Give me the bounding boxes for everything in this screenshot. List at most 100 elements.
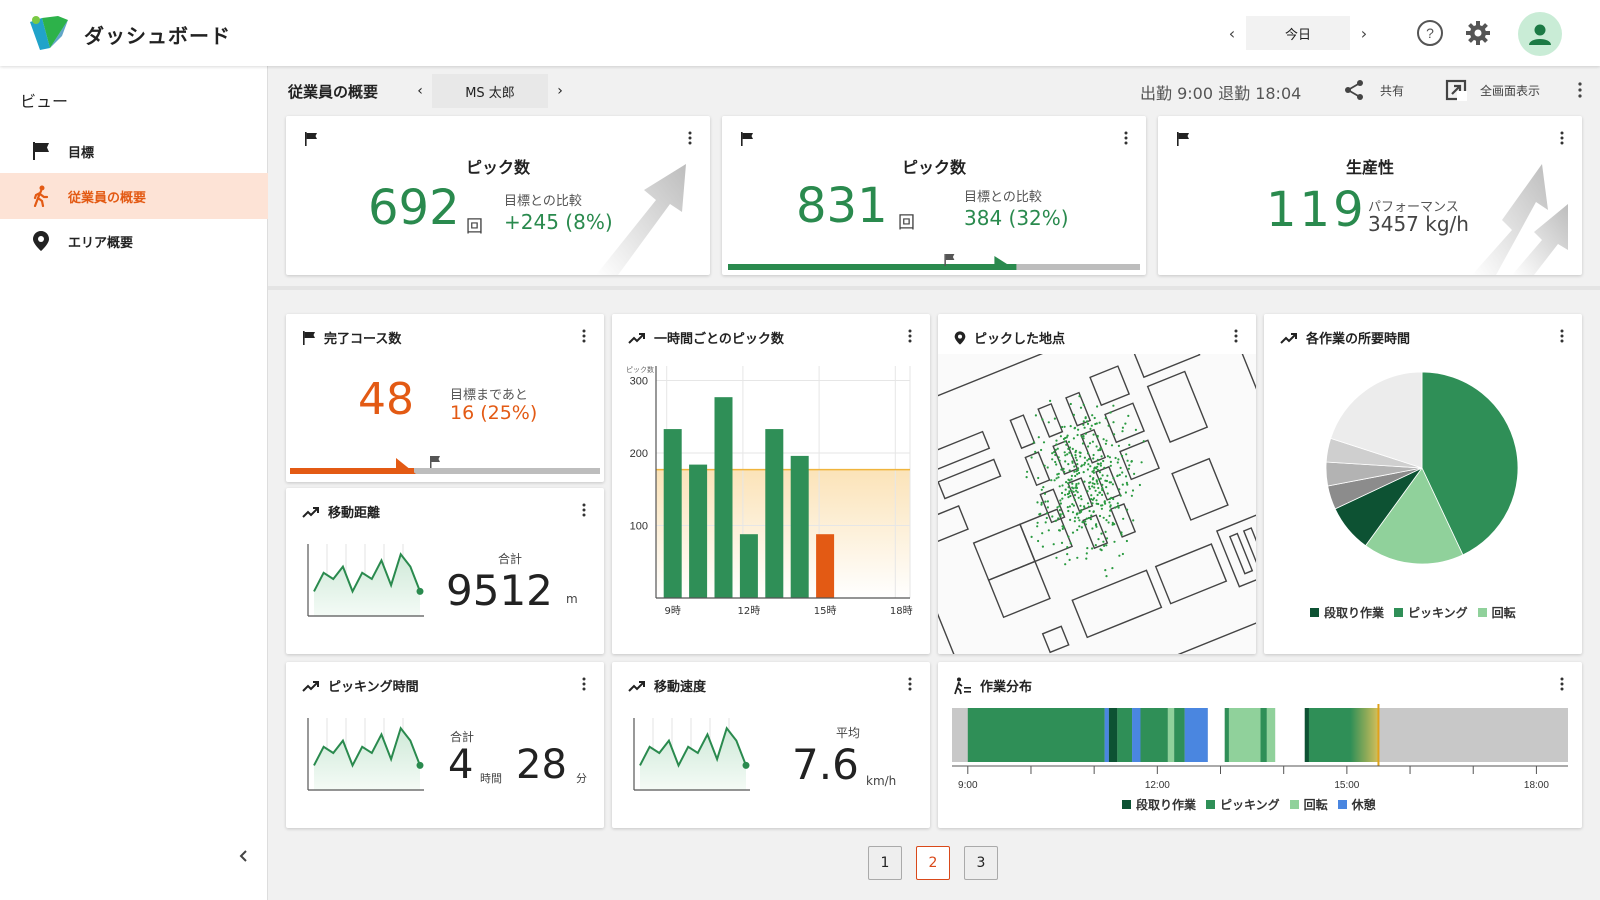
pick-point [1066, 506, 1069, 509]
collapse-sidebar-chevron-left-icon[interactable] [232, 844, 256, 868]
pick-point [1093, 486, 1096, 489]
timeline-segment [1140, 708, 1168, 762]
pick-locations-card: ピックした地点 [938, 314, 1256, 654]
fullscreen-button[interactable]: 全画面表示 [1444, 78, 1540, 102]
hourly-picks-card: 一時間ごとのピック数 100 200 300 ピック数 9時 12時 15時 18時 [612, 314, 930, 654]
bar [765, 429, 784, 598]
pick-point [1067, 440, 1071, 443]
card-menu-more-vert-icon[interactable] [902, 326, 918, 346]
page-button-1[interactable]: 1 [868, 846, 902, 880]
pick-point [1084, 523, 1087, 526]
sidebar-item-goals[interactable]: 目標 [0, 128, 268, 174]
pick-point [1121, 426, 1124, 429]
gear-icon[interactable] [1462, 17, 1494, 49]
warehouse-floor-map[interactable] [938, 354, 1256, 654]
pick-point [1126, 483, 1129, 486]
card-menu-more-vert-icon[interactable] [682, 128, 698, 148]
page-button-2[interactable]: 2 [916, 846, 950, 880]
user-avatar[interactable] [1518, 12, 1562, 56]
pick-point [1055, 477, 1058, 480]
kpi-unit: 回 [466, 217, 483, 237]
pick-point [1128, 464, 1131, 467]
card-menu-more-vert-icon[interactable] [576, 326, 592, 346]
pick-point [1090, 424, 1093, 427]
pick-point [1071, 511, 1075, 514]
share-button[interactable]: 共有 [1342, 78, 1404, 102]
pick-point [1071, 486, 1074, 489]
card-menu-more-vert-icon[interactable] [576, 674, 592, 694]
sidebar-item-employee-overview[interactable]: 従業員の概要 [0, 173, 268, 219]
legend-item: ピッキング [1394, 604, 1468, 621]
help-icon[interactable]: ? [1414, 17, 1446, 49]
pick-point [1101, 504, 1104, 507]
date-selector[interactable]: 今日 [1246, 16, 1350, 50]
card-menu-more-vert-icon[interactable] [1228, 326, 1244, 346]
walking-list-icon [954, 677, 971, 694]
pick-point [1088, 485, 1091, 488]
pick-point [1073, 494, 1077, 497]
pick-point [1128, 443, 1131, 446]
section-divider [268, 286, 1600, 290]
pick-point [1080, 526, 1083, 529]
more-vert-icon[interactable] [1570, 80, 1590, 100]
timeline-segment [1207, 708, 1225, 762]
pick-point [1124, 475, 1128, 478]
shift-times: 出勤 9:00 退勤 18:04 [1140, 84, 1302, 103]
share-label: 共有 [1380, 83, 1405, 98]
pick-point [1082, 437, 1085, 440]
pick-point [1040, 501, 1043, 504]
app-logo-icon[interactable] [28, 14, 70, 54]
timeline-segment [1266, 708, 1276, 762]
pick-point [1112, 404, 1115, 407]
card-menu-more-vert-icon[interactable] [1118, 128, 1134, 148]
card-title: ピッキング時間 [328, 680, 419, 695]
pick-point [1082, 423, 1085, 426]
next-employee-chevron-right-icon[interactable]: › [557, 83, 563, 99]
pick-point [1092, 457, 1095, 460]
pick-point [1086, 420, 1089, 423]
pick-point [1044, 500, 1047, 503]
card-title: 移動距離 [328, 506, 381, 521]
prev-employee-chevron-left-icon[interactable]: ‹ [417, 83, 423, 99]
card-menu-more-vert-icon[interactable] [1554, 674, 1570, 694]
card-title: 作業分布 [980, 680, 1033, 695]
pick-point [1085, 557, 1088, 560]
page-title: 従業員の概要 [288, 83, 379, 101]
pick-point [1074, 516, 1077, 519]
trend-arrow-up-icon [1472, 164, 1568, 275]
pick-point [1087, 457, 1091, 461]
pick-point [1040, 488, 1043, 491]
card-menu-more-vert-icon[interactable] [576, 500, 592, 520]
sidebar-item-area-overview[interactable]: エリア概要 [0, 218, 268, 264]
pick-point [1054, 519, 1057, 522]
pick-point [1051, 515, 1054, 518]
kpi-unit: 回 [898, 213, 915, 233]
sidebar-title: ビュー [20, 92, 69, 111]
speed-value: 7.6 [792, 740, 859, 789]
card-menu-more-vert-icon[interactable] [1554, 128, 1570, 148]
prev-date-chevron-left-icon[interactable]: ‹ [1228, 23, 1236, 43]
pick-point [1083, 506, 1086, 510]
pick-point [1034, 414, 1037, 417]
next-date-chevron-right-icon[interactable]: › [1360, 23, 1368, 43]
employee-selector[interactable]: MS 太郎 [432, 74, 548, 108]
pick-point [1091, 414, 1094, 417]
card-header: 移動速度 [628, 676, 706, 695]
pick-point [1054, 448, 1057, 451]
pick-point [1098, 514, 1102, 518]
page-button-3[interactable]: 3 [964, 846, 998, 880]
distance-unit: m [566, 592, 578, 606]
pick-point [1096, 462, 1099, 465]
card-menu-more-vert-icon[interactable] [902, 674, 918, 694]
pick-point [1089, 427, 1092, 430]
timeline-segment [1304, 708, 1309, 762]
x-tick-label: 18:00 [1524, 780, 1549, 791]
pick-point [1091, 485, 1094, 488]
card-menu-more-vert-icon[interactable] [1554, 326, 1570, 346]
pick-point [1108, 456, 1111, 459]
y-axis-label: ピック数 [626, 365, 654, 374]
pick-point [1046, 466, 1049, 469]
timeline-segment [1275, 708, 1305, 762]
pick-point [1099, 462, 1102, 465]
pick-point [1073, 470, 1076, 473]
